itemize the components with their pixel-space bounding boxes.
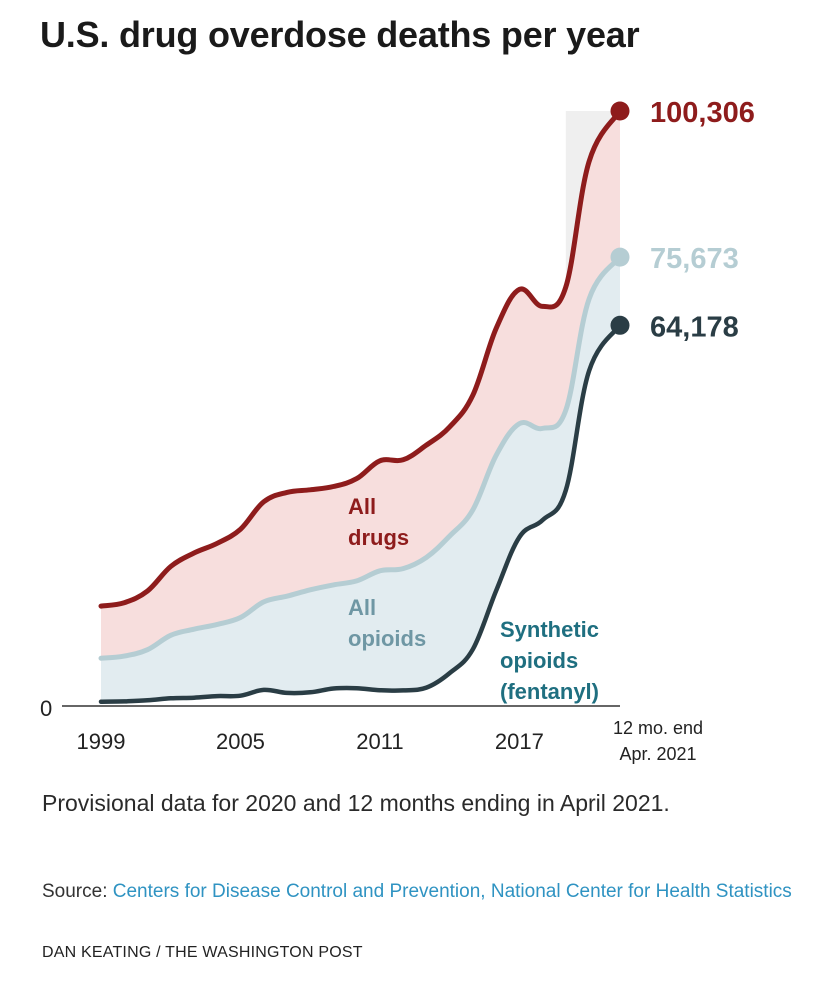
line-all-drugs — [98, 108, 623, 609]
overdose-area-chart: 0 100,306 75,673 64,178 All drugs All opioids S… — [40, 97, 755, 764]
series-label-1: All drugs — [348, 494, 409, 550]
x-tick-label-1: 2005 — [216, 729, 265, 754]
x-tick-label-0: 1999 — [77, 729, 126, 754]
chart-title: U.S. drug overdose deaths per year — [40, 14, 640, 55]
end-value-label-3: 64,178 — [650, 311, 739, 343]
series-labels: 100,306 75,673 64,178 All drugs All opioids Syn… — [348, 97, 755, 704]
x-tick-label-2: 2011 — [356, 729, 403, 754]
end-point-3 — [610, 315, 630, 335]
end-value-label-2: 75,673 — [650, 243, 739, 275]
x-axis: 0 — [40, 696, 620, 721]
source-line: Source: Centers for Disease Control and … — [42, 878, 802, 905]
footnote: Provisional data for 2020 and 12 months … — [42, 790, 670, 816]
y-tick-label-0: 0 — [40, 696, 52, 721]
end-points — [610, 101, 630, 335]
series-label-2: All opioids — [348, 595, 426, 651]
x-tick-label-4: 12 mo. end Apr. 2021 — [613, 718, 703, 764]
x-tick-label-3: 2017 — [495, 729, 544, 754]
credit-line: DAN KEATING / THE WASHINGTON POST — [42, 944, 363, 961]
area-all-opioids — [101, 257, 620, 706]
line-synthetic-opioids-fentanyl — [98, 323, 623, 704]
end-point-2 — [610, 247, 630, 267]
line-all-opioids — [98, 254, 623, 661]
end-value-label-1: 100,306 — [650, 97, 755, 129]
series-label-3: Synthetic opioids (fentanyl) — [500, 617, 599, 704]
source-link[interactable]: Centers for Disease Control and Preventi… — [112, 881, 792, 902]
end-point-1 — [610, 101, 630, 121]
series-lines — [98, 108, 623, 704]
x-tick-labels: 1999 2005 2011 2017 12 mo. end Apr. 2021 — [77, 718, 704, 764]
source-prefix: Source: — [42, 881, 113, 902]
